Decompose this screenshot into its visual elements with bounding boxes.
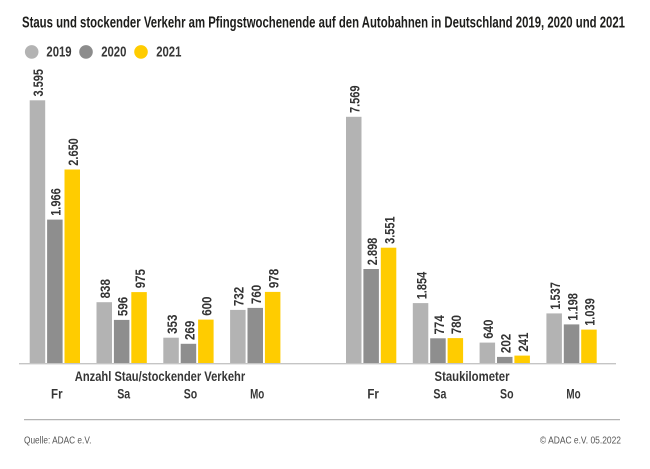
svg-text:975: 975: [132, 269, 148, 288]
svg-text:Quelle: ADAC e.V.: Quelle: ADAC e.V.: [24, 435, 91, 446]
svg-text:3.595: 3.595: [30, 69, 46, 97]
svg-text:Sa: Sa: [117, 385, 130, 401]
svg-text:2.898: 2.898: [364, 238, 380, 266]
svg-text:241: 241: [515, 332, 531, 351]
svg-text:Fr: Fr: [51, 385, 63, 401]
svg-text:Mo: Mo: [566, 385, 580, 401]
svg-text:640: 640: [480, 319, 496, 338]
svg-text:Sa: Sa: [433, 385, 446, 401]
svg-text:1.854: 1.854: [413, 272, 429, 300]
svg-text:2021: 2021: [156, 44, 181, 61]
svg-text:2020: 2020: [101, 44, 126, 61]
svg-text:Anzahl Stau/stockender Verkehr: Anzahl Stau/stockender Verkehr: [75, 368, 246, 384]
svg-text:© ADAC e.V. 05.2022: © ADAC e.V. 05.2022: [540, 435, 621, 446]
svg-text:2.650: 2.650: [65, 138, 81, 166]
svg-text:7.569: 7.569: [347, 85, 363, 113]
svg-text:Staus und stockender Verkehr a: Staus und stockender Verkehr am Pfingstw…: [22, 15, 625, 32]
svg-text:838: 838: [97, 279, 113, 298]
svg-text:1.039: 1.039: [582, 298, 598, 326]
svg-text:Staukilometer: Staukilometer: [435, 368, 510, 384]
svg-text:2019: 2019: [46, 44, 71, 61]
svg-text:774: 774: [431, 315, 447, 334]
svg-text:Fr: Fr: [367, 385, 379, 401]
svg-text:1.198: 1.198: [564, 293, 580, 321]
svg-text:600: 600: [199, 296, 215, 315]
svg-text:3.551: 3.551: [381, 216, 397, 244]
svg-text:1.537: 1.537: [547, 282, 563, 310]
svg-text:Mo: Mo: [250, 385, 264, 401]
svg-text:269: 269: [181, 321, 197, 340]
svg-text:202: 202: [498, 334, 514, 353]
svg-text:So: So: [184, 385, 198, 401]
svg-text:780: 780: [448, 315, 464, 334]
svg-text:596: 596: [115, 297, 131, 316]
svg-text:353: 353: [164, 314, 180, 333]
svg-text:978: 978: [265, 269, 281, 288]
svg-text:1.966: 1.966: [48, 188, 64, 216]
svg-text:760: 760: [248, 285, 264, 304]
svg-text:732: 732: [231, 287, 247, 306]
svg-text:So: So: [500, 385, 514, 401]
